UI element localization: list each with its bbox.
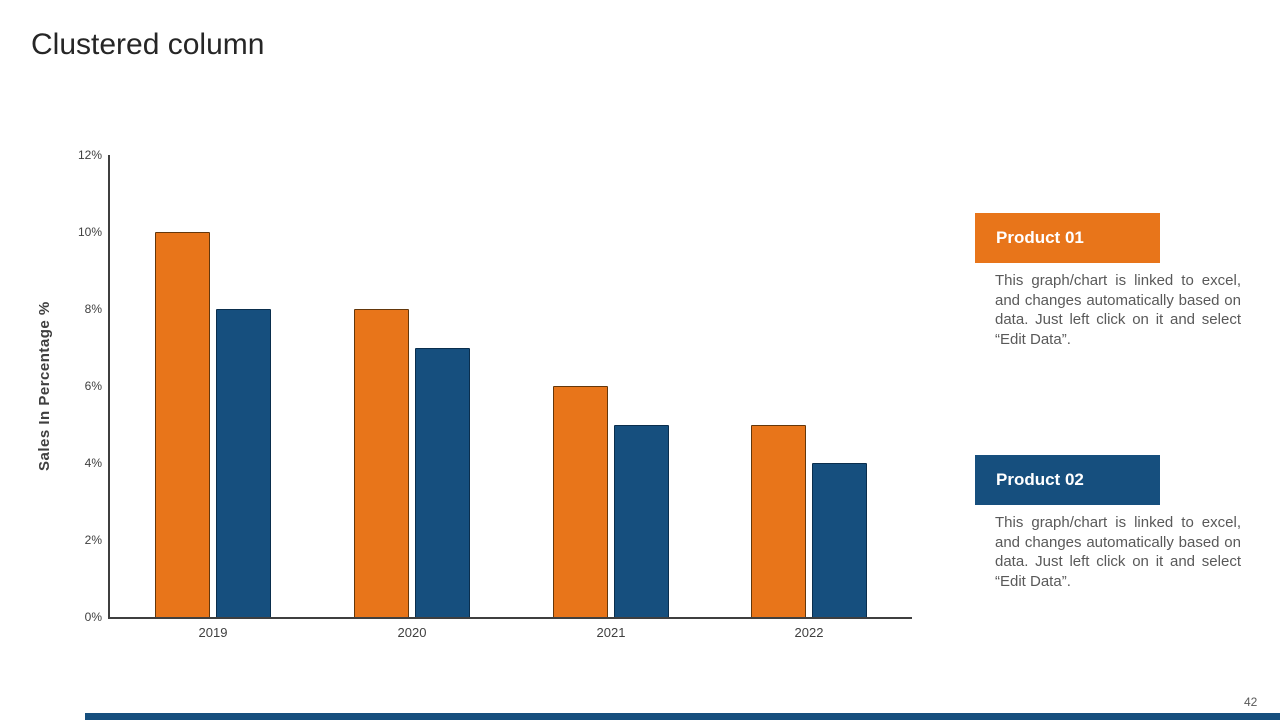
bar-group-2022: 2022 bbox=[751, 424, 867, 640]
bar-product2-2021[interactable] bbox=[614, 424, 669, 617]
bar-product2-2022[interactable] bbox=[812, 463, 867, 617]
y-tick-label: 2% bbox=[84, 533, 102, 547]
x-tick-label: 2021 bbox=[596, 625, 626, 640]
bar-group-2021: 2021 bbox=[553, 386, 669, 640]
plot-area[interactable]: 2019 2020 2021 2022 bbox=[108, 155, 912, 640]
bar-product2-2019[interactable] bbox=[216, 309, 271, 617]
product-01-label: Product 01 bbox=[996, 228, 1084, 247]
footer-accent-bar bbox=[85, 713, 1280, 720]
y-tick-label: 0% bbox=[84, 610, 102, 624]
page-title: Clustered column bbox=[31, 28, 265, 61]
page-number: 42 bbox=[1244, 695, 1258, 709]
y-tick-label: 4% bbox=[84, 456, 102, 470]
y-tick-label: 10% bbox=[77, 225, 102, 239]
y-axis-title: Sales In Percentage % bbox=[36, 301, 53, 471]
bar-product1-2019[interactable] bbox=[155, 232, 210, 617]
y-tick-label: 8% bbox=[84, 302, 102, 316]
y-tick-label: 6% bbox=[84, 379, 102, 393]
bar-product1-2022[interactable] bbox=[751, 424, 806, 617]
y-tick-label: 12% bbox=[77, 148, 102, 162]
product-02-label: Product 02 bbox=[996, 470, 1084, 489]
x-tick-label: 2019 bbox=[198, 625, 228, 640]
product-02-label-box[interactable]: Product 02 bbox=[975, 455, 1160, 505]
product-01-label-box[interactable]: Product 01 bbox=[975, 213, 1160, 263]
bar-product2-2020[interactable] bbox=[415, 347, 470, 617]
product-01-description: This graph/chart is linked to excel, and… bbox=[995, 272, 1241, 348]
x-tick-label: 2020 bbox=[397, 625, 427, 640]
bar-group-2019: 2019 bbox=[155, 232, 271, 640]
bar-product1-2021[interactable] bbox=[553, 386, 608, 617]
product-02-description: This graph/chart is linked to excel, and… bbox=[995, 514, 1241, 590]
bar-product1-2020[interactable] bbox=[354, 309, 409, 617]
x-tick-label: 2022 bbox=[794, 625, 824, 640]
bar-group-2020: 2020 bbox=[354, 309, 470, 640]
y-axis-ticks: 12% 10% 8% 6% 4% 2% 0% bbox=[58, 148, 102, 624]
